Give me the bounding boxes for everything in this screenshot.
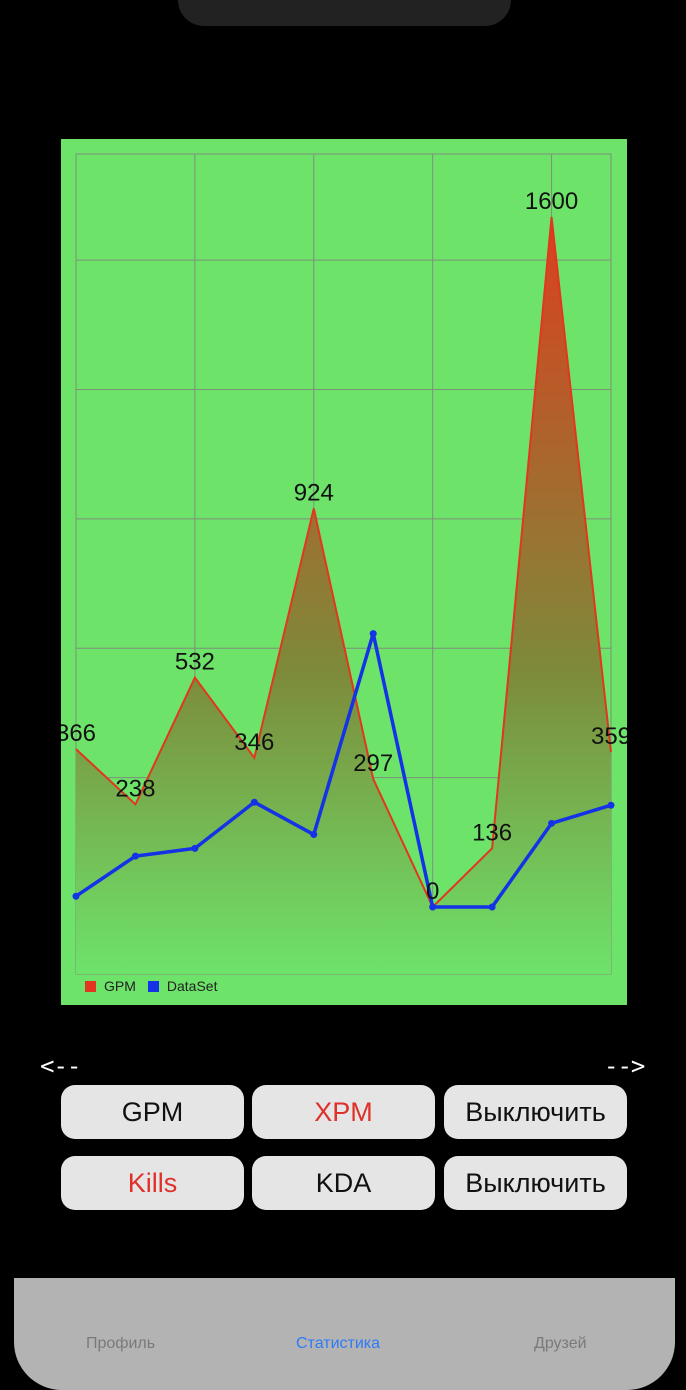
prev-arrow-button[interactable]: <-- <box>40 1052 81 1080</box>
gpm-data-label: 238 <box>115 775 155 802</box>
gpm-data-label: 297 <box>353 750 393 777</box>
next-arrow-button[interactable]: --> <box>604 1052 645 1080</box>
dataset-point <box>131 852 139 860</box>
gpm-area <box>76 217 611 974</box>
dataset-line <box>75 631 612 909</box>
legend-label-gpm: GPM <box>104 978 136 994</box>
gpm-data-label: 346 <box>234 729 274 756</box>
chart-legend: GPM DataSet <box>85 978 229 994</box>
legend-swatch-dataset <box>147 980 159 992</box>
dataset-point <box>429 903 437 911</box>
gpm-line <box>75 216 612 909</box>
gpm-data-label: 359 <box>591 723 627 750</box>
dataset-point <box>548 819 556 827</box>
gpm-data-label: 366 <box>61 720 96 747</box>
kda-button[interactable]: KDA <box>252 1156 435 1210</box>
xpm-button[interactable]: XPM <box>252 1085 435 1139</box>
gpm-button[interactable]: GPM <box>61 1085 244 1139</box>
gpm-data-label: 924 <box>294 480 334 507</box>
dataset-point <box>250 798 258 806</box>
chart-canvas: 366 238 532 346 924 297 0 136 1600 359 <box>61 153 627 975</box>
stats-chart: 366 238 532 346 924 297 0 136 1600 359 GPM DataSe… <box>61 139 627 1005</box>
tab-friends[interactable]: Друзей <box>534 1335 587 1352</box>
dataset-point <box>310 831 318 839</box>
legend-label-dataset: DataSet <box>166 978 218 994</box>
dataset-point <box>191 844 199 852</box>
kills-button[interactable]: Kills <box>61 1156 244 1210</box>
camera-notch <box>178 0 511 26</box>
gpm-data-label: 532 <box>175 649 215 676</box>
dataset-point <box>72 892 80 900</box>
gpm-data-label: 136 <box>472 819 512 846</box>
legend-swatch-gpm <box>85 980 96 992</box>
toggle-off-button-2[interactable]: Выключить <box>444 1156 627 1210</box>
tab-profile[interactable]: Профиль <box>86 1335 156 1352</box>
tab-statistics[interactable]: Статистика <box>296 1335 381 1352</box>
toggle-off-button-1[interactable]: Выключить <box>444 1085 627 1139</box>
dataset-point <box>607 801 615 809</box>
dataset-point <box>488 903 496 911</box>
gpm-data-label: 1600 <box>525 188 578 215</box>
dataset-point <box>369 630 377 638</box>
gpm-data-label: 0 <box>426 878 439 905</box>
tab-bar: Профиль Статистика Друзей <box>14 1278 675 1390</box>
